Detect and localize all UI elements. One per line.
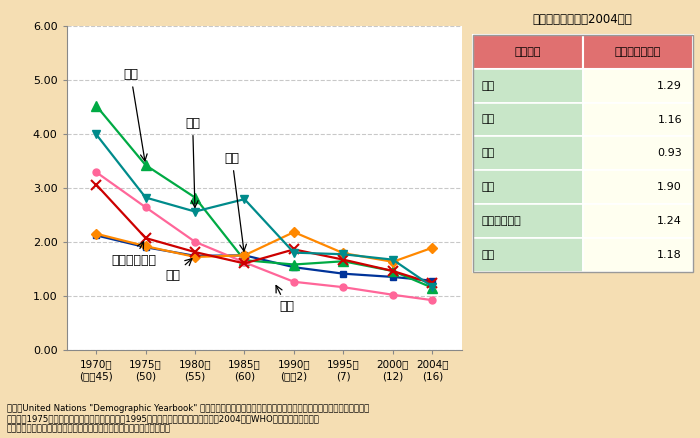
- Text: シンガポール: シンガポール: [482, 216, 521, 226]
- Text: 国・地域: 国・地域: [514, 47, 541, 57]
- Bar: [582, 204, 693, 238]
- Bar: [582, 69, 693, 102]
- Text: 合計特殊出生率（2004年）: 合計特殊出生率（2004年）: [533, 13, 633, 25]
- Bar: [473, 170, 582, 204]
- Text: 日本: 日本: [165, 259, 192, 283]
- Bar: [582, 102, 693, 136]
- Bar: [473, 35, 582, 69]
- Bar: [473, 238, 582, 272]
- Text: 1.29: 1.29: [657, 81, 682, 91]
- Text: シンガポール: シンガポール: [111, 242, 156, 267]
- Bar: [582, 170, 693, 204]
- Text: 韓国: 韓国: [123, 68, 147, 161]
- Bar: [473, 136, 582, 170]
- Bar: [473, 102, 582, 136]
- Text: タイ: タイ: [225, 152, 246, 251]
- Bar: [582, 238, 693, 272]
- Text: 1.16: 1.16: [657, 114, 682, 124]
- Text: 香港: 香港: [482, 148, 495, 158]
- Text: 資料：United Nations "Demographic Yearbook" ただし、日本は厚生労働省「人口動態統計」、韓国は韓国統計庁資料。香
　　港の1: 資料：United Nations "Demographic Yearbook"…: [7, 404, 370, 434]
- Bar: [473, 204, 582, 238]
- Text: 日本: 日本: [482, 81, 495, 91]
- Text: タイ: タイ: [482, 182, 495, 192]
- Text: 0.93: 0.93: [657, 148, 682, 158]
- Text: 1.90: 1.90: [657, 182, 682, 192]
- Text: 合計特殊出生率: 合計特殊出生率: [615, 47, 661, 57]
- Bar: [582, 35, 693, 69]
- Bar: [473, 69, 582, 102]
- Text: 台湾: 台湾: [186, 117, 200, 208]
- Text: 台湾: 台湾: [482, 250, 495, 260]
- Text: 香港: 香港: [276, 286, 294, 313]
- Text: 1.24: 1.24: [657, 216, 682, 226]
- Bar: [582, 136, 693, 170]
- Text: 1.18: 1.18: [657, 250, 682, 260]
- Text: 韓国: 韓国: [482, 114, 495, 124]
